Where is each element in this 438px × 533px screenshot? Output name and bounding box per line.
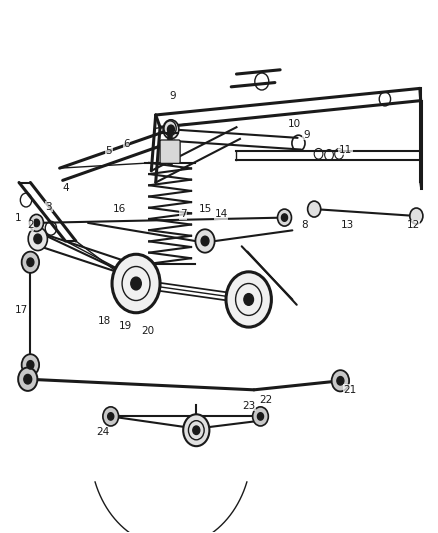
Circle shape — [410, 208, 423, 224]
Text: 18: 18 — [98, 316, 111, 326]
Text: 23: 23 — [242, 401, 255, 411]
Circle shape — [278, 209, 291, 226]
Circle shape — [28, 227, 47, 251]
Circle shape — [34, 234, 42, 244]
Circle shape — [282, 214, 288, 221]
Circle shape — [307, 201, 321, 217]
Circle shape — [131, 277, 141, 290]
Circle shape — [27, 361, 34, 369]
Circle shape — [226, 272, 272, 327]
Circle shape — [201, 236, 209, 246]
Text: 24: 24 — [97, 427, 110, 438]
Circle shape — [195, 229, 215, 253]
Circle shape — [163, 120, 179, 139]
Text: 19: 19 — [119, 321, 132, 331]
Circle shape — [337, 376, 344, 385]
Circle shape — [33, 219, 39, 227]
Circle shape — [253, 407, 268, 426]
Text: 13: 13 — [341, 220, 354, 230]
Text: 16: 16 — [113, 204, 126, 214]
Text: 2: 2 — [27, 220, 34, 230]
Text: 10: 10 — [287, 119, 300, 129]
Text: 5: 5 — [106, 146, 112, 156]
Text: 4: 4 — [62, 183, 69, 193]
Circle shape — [24, 374, 32, 384]
Text: 20: 20 — [142, 326, 155, 336]
Circle shape — [244, 294, 254, 305]
Circle shape — [112, 254, 160, 313]
Circle shape — [27, 258, 34, 266]
Text: 3: 3 — [46, 202, 52, 212]
Text: 8: 8 — [301, 220, 307, 230]
Circle shape — [108, 413, 114, 420]
Text: 15: 15 — [198, 204, 212, 214]
Circle shape — [167, 125, 174, 134]
Circle shape — [258, 413, 264, 420]
Circle shape — [193, 426, 200, 434]
Circle shape — [29, 214, 43, 231]
Circle shape — [21, 354, 39, 375]
Text: 12: 12 — [406, 220, 420, 230]
Text: 11: 11 — [339, 144, 352, 155]
Text: 9: 9 — [303, 130, 310, 140]
Text: 22: 22 — [260, 395, 273, 406]
Circle shape — [18, 368, 37, 391]
Text: 17: 17 — [15, 305, 28, 315]
FancyBboxPatch shape — [160, 140, 180, 164]
Text: 1: 1 — [15, 213, 21, 223]
Circle shape — [183, 414, 209, 446]
Text: 9: 9 — [170, 91, 177, 101]
Text: 6: 6 — [123, 139, 130, 149]
Circle shape — [332, 370, 349, 391]
Text: 21: 21 — [343, 385, 357, 395]
Circle shape — [21, 252, 39, 273]
Text: 7: 7 — [180, 209, 187, 220]
Circle shape — [103, 407, 119, 426]
Text: 14: 14 — [215, 209, 228, 220]
